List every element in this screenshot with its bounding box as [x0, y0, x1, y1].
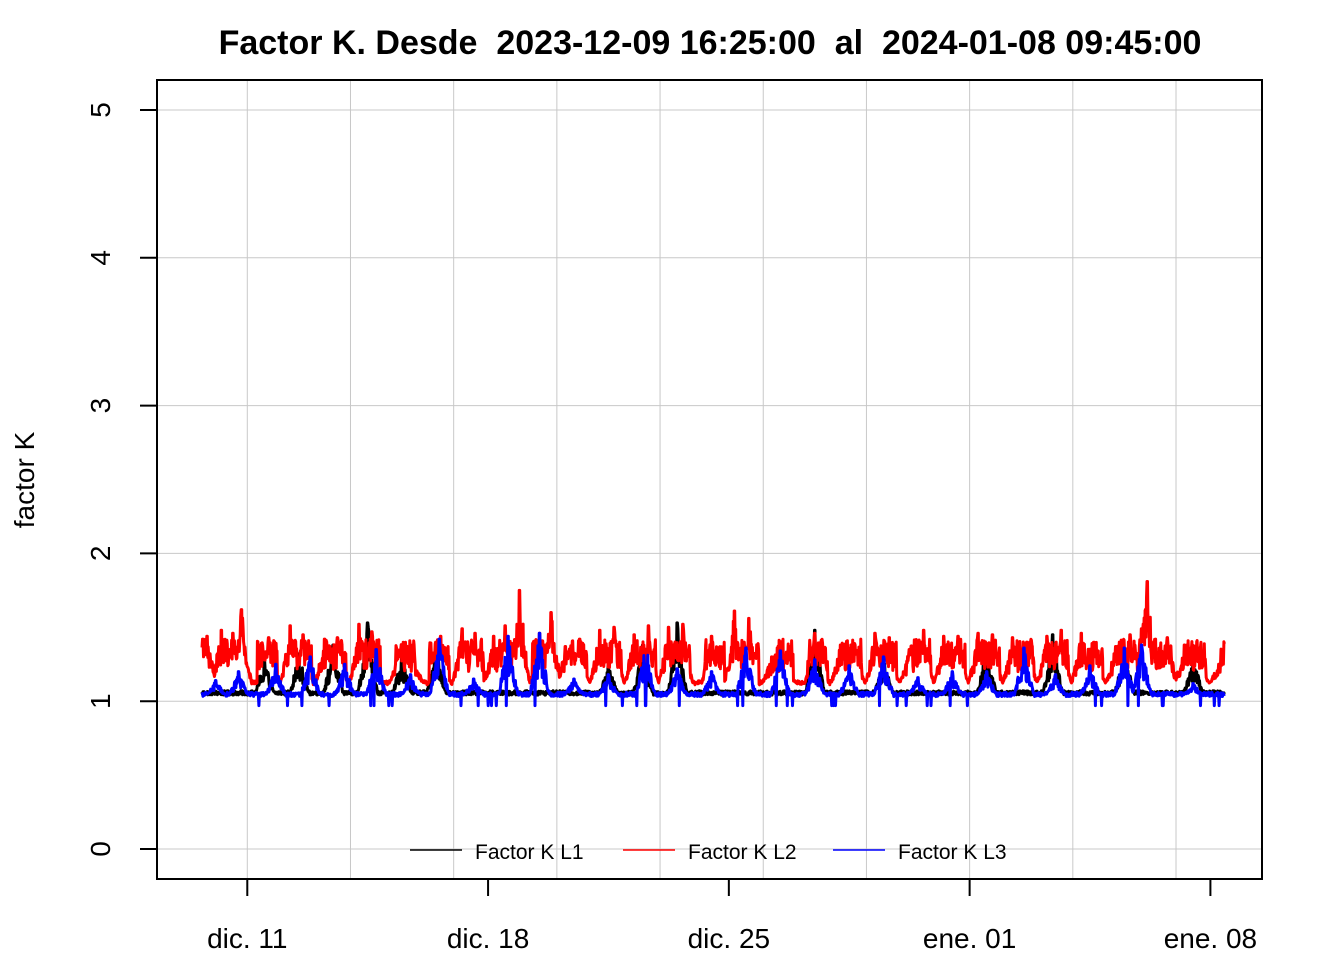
series-layer	[200, 580, 1226, 708]
legend-label: Factor K L1	[475, 841, 584, 864]
y-tick-label: 0	[85, 841, 116, 857]
series-line-3	[200, 631, 1226, 708]
x-tick-label: ene. 01	[923, 923, 1016, 954]
legend-label: Factor K L2	[688, 841, 797, 864]
x-axis: dic. 11 dic. 18 dic. 25 ene. 01 ene. 08	[207, 879, 1257, 954]
y-axis-title: factor K	[9, 431, 40, 528]
series-line-2	[200, 580, 1226, 687]
y-tick-label: 3	[85, 398, 116, 414]
x-tick-label: dic. 25	[688, 923, 771, 954]
y-tick-label: 1	[85, 693, 116, 709]
chart-title: Factor K. Desde 2023-12-09 16:25:00 al 2…	[219, 24, 1202, 62]
legend: Factor K L1 Factor K L2 Factor K L3	[410, 841, 1007, 864]
y-axis: 0 1 2 3 4 5	[85, 102, 157, 857]
grid	[157, 80, 1262, 879]
plot-frame	[156, 79, 1263, 880]
x-tick-label: ene. 08	[1164, 923, 1257, 954]
legend-label: Factor K L3	[898, 841, 1007, 864]
x-tick-label: dic. 18	[447, 923, 530, 954]
x-tick-label: dic. 11	[207, 923, 287, 954]
y-tick-label: 2	[85, 546, 116, 562]
y-tick-label: 5	[85, 102, 116, 118]
y-tick-label: 4	[85, 250, 116, 266]
